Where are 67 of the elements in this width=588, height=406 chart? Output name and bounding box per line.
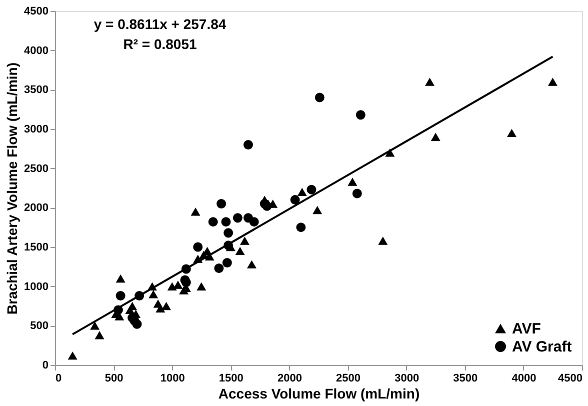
x-tick-label: 1500 [218,372,244,384]
point [290,195,300,205]
point [181,278,191,288]
point [216,199,226,208]
y-tick-label: 1000 [24,280,48,293]
point [352,188,362,198]
y-tick-label: 1500 [24,242,48,254]
point [116,291,126,301]
point [348,178,358,186]
x-tick-label: 3000 [394,372,420,384]
y-tick-label: 0 [42,360,48,372]
y-tick-label: 3000 [24,124,48,136]
legend-label: AV Graft [512,338,572,356]
y-tick-label: 3500 [24,84,48,96]
point [224,228,234,238]
point [249,217,259,227]
point [193,242,203,252]
point [221,217,231,227]
x-tick-label: 1000 [160,372,185,384]
point [173,280,183,289]
point [68,351,78,360]
y-axis-title: Brachial Artery Volume Flow (mL/min) [4,62,20,315]
point [128,302,138,310]
point [262,201,272,211]
point [196,282,206,290]
point [167,282,177,290]
point [247,260,256,268]
point [222,258,232,268]
point [94,331,104,340]
point [306,184,316,194]
y-tick-label: 4500 [24,6,48,18]
x-tick-label: 2000 [277,372,302,384]
x-tick-label: 0 [56,372,62,384]
point [235,246,245,256]
x-tick-label: 4500 [558,372,582,384]
legend-label: AVF [512,320,541,338]
point [548,78,558,86]
point [314,92,324,102]
point [148,290,158,298]
point [356,110,366,120]
point [208,217,218,227]
point [240,236,250,245]
point [190,207,200,216]
point [116,274,126,283]
y-tick-label: 2500 [24,162,48,175]
point [430,132,440,141]
y-tick-label: 4000 [24,44,48,57]
annotation: y = 0.8611x + 257.84 [94,16,226,32]
point [312,206,322,214]
point [506,128,516,138]
point [296,222,306,232]
point [243,140,253,150]
y-tick-label: 500 [30,320,48,332]
x-tick-label: 4000 [512,372,536,384]
point [162,302,171,310]
point [90,322,100,330]
point [297,188,307,196]
y-tick-label: 2000 [24,202,48,214]
x-tick-label: 2500 [336,372,361,384]
point [232,213,242,223]
x-tick-label: 3500 [453,372,478,384]
x-tick-label: 500 [104,372,124,384]
x-axis-title: Access Volume Flow (mL/min) [218,386,420,402]
point [214,264,224,273]
point [378,236,388,245]
annotation: R² = 0.8051 [123,36,197,52]
point [425,78,434,86]
